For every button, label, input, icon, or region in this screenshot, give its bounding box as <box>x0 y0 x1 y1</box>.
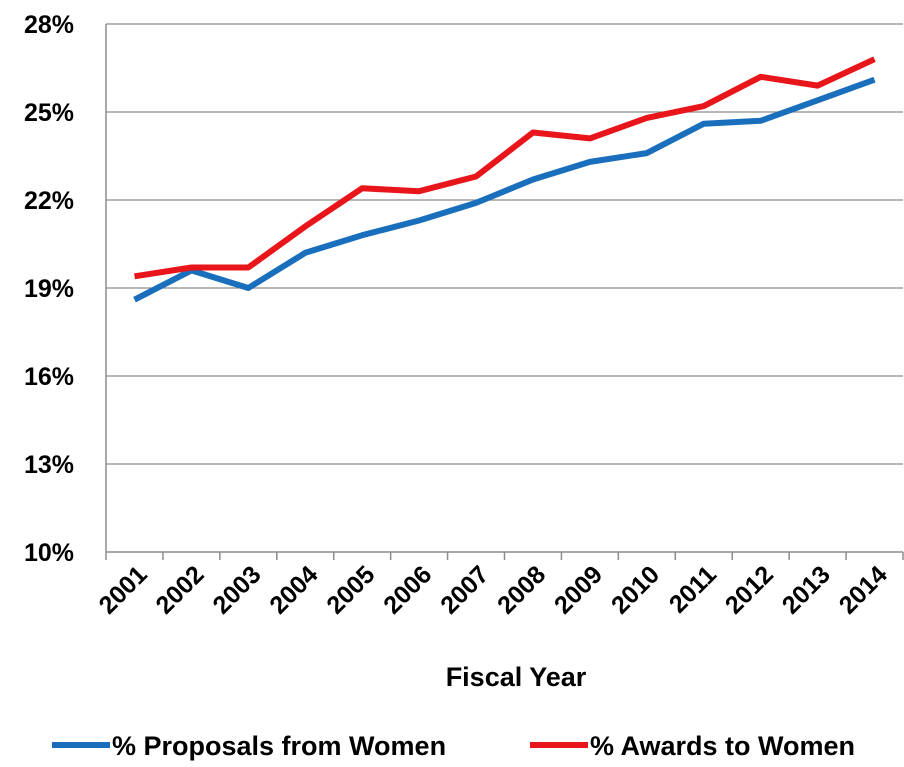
x-axis-title: Fiscal Year <box>446 662 587 692</box>
x-tick-label: 2008 <box>492 560 551 619</box>
y-tick-label: 16% <box>24 363 74 391</box>
x-tick-label: 2014 <box>834 560 893 619</box>
x-tick-label: 2009 <box>549 560 608 619</box>
y-tick-label: 19% <box>24 275 74 303</box>
gridlines <box>106 23 903 465</box>
x-tick-label: 2007 <box>435 560 494 619</box>
y-tick-label: 25% <box>24 99 74 127</box>
x-tick-marks <box>105 552 904 560</box>
x-tick-label: 2003 <box>207 560 266 619</box>
x-tick-label: 2013 <box>777 560 836 619</box>
x-tick-label: 2004 <box>264 560 323 619</box>
y-tick-label: 13% <box>24 451 74 479</box>
x-tick-label: 2001 <box>94 560 153 619</box>
x-tick-label: 2002 <box>151 560 210 619</box>
series-lines <box>133 56 876 303</box>
legend: % Proposals from Women % Awards to Women <box>52 731 855 761</box>
x-tick-label: 2012 <box>720 560 779 619</box>
y-tick-labels: 10% 13% 16% 19% 22% 25% 28% <box>24 11 74 567</box>
x-tick-label: 2005 <box>321 560 380 619</box>
y-tick-label: 28% <box>24 11 74 39</box>
series-line-1 <box>133 76 876 303</box>
y-tick-label: 22% <box>24 187 74 215</box>
x-tick-labels: 2001200220032004200520062007200820092010… <box>94 560 893 619</box>
x-tick-label: 2006 <box>378 560 437 619</box>
x-tick-label: 2010 <box>606 560 665 619</box>
series-line-2 <box>134 56 876 280</box>
legend-label-1: % Proposals from Women <box>112 731 446 761</box>
x-tick-label: 2011 <box>664 560 722 618</box>
legend-label-2: % Awards to Women <box>590 731 855 761</box>
y-tick-label: 10% <box>24 539 74 567</box>
